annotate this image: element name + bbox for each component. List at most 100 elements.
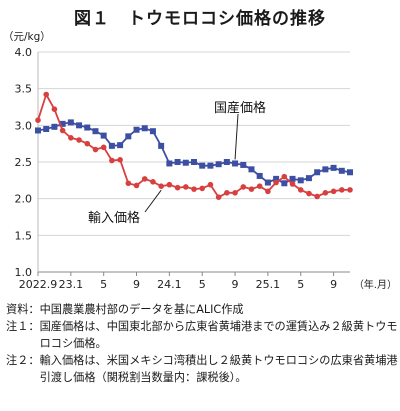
data-point: [232, 190, 238, 196]
axes: 1.0 1.5 2.0 2.5 3.0 3.5 4.0 2022.9 23.1 5 9 24.1 5 9 2…: [15, 46, 398, 291]
data-point: [256, 172, 263, 179]
x-tick-label: 9: [232, 278, 239, 291]
data-point: [264, 179, 271, 186]
data-point: [338, 167, 345, 174]
data-point: [199, 185, 206, 192]
data-point: [182, 159, 189, 166]
data-point: [108, 142, 115, 149]
data-point: [338, 187, 345, 193]
data-point: [133, 126, 140, 133]
data-point: [100, 144, 107, 151]
y-tick-label: 3.0: [15, 119, 33, 132]
data-point: [158, 142, 165, 149]
data-point: [125, 180, 132, 187]
data-point: [149, 128, 156, 135]
data-point: [223, 159, 230, 165]
line-chart: 1.0 1.5 2.0 2.5 3.0 3.5 4.0 2022.9 23.1 5 9 24.1 5 9 2…: [15, 46, 398, 291]
data-point: [133, 182, 140, 189]
data-point: [215, 161, 222, 168]
data-point: [43, 126, 50, 132]
data-point: [174, 184, 181, 191]
y-tick-label: 2.0: [15, 193, 33, 206]
data-point: [199, 162, 206, 169]
data-point: [67, 119, 74, 126]
x-tick-label: 24.1: [157, 278, 182, 291]
note-label: 注１：: [6, 320, 40, 333]
y-axis-unit-label: （元/kg）: [3, 31, 51, 43]
note-label: 資料：: [6, 303, 40, 316]
data-point: [224, 190, 230, 196]
data-point: [281, 173, 288, 180]
series-domestic: [35, 119, 353, 187]
data-point: [330, 164, 337, 171]
data-point: [166, 181, 173, 188]
y-tick-label: 1.5: [15, 229, 33, 242]
data-point: [207, 181, 214, 188]
data-point: [215, 194, 222, 200]
data-point: [248, 186, 255, 192]
data-point: [68, 135, 74, 141]
data-point: [125, 133, 132, 140]
series-import: [35, 91, 353, 200]
data-point: [84, 140, 91, 147]
y-tick-label: 3.5: [15, 83, 33, 96]
x-tick-label: 2022.9: [19, 278, 58, 291]
note-text: 国産価格は、中国東北部から広東省黄埔港までの運賃込み２級黄トウモロコシ価格。: [39, 320, 398, 350]
note-text: 輸入価格は、米国メキシコ湾積出し２級黄トウモロコシの広東省黄埔港引渡し価格（関税…: [39, 354, 398, 384]
data-point: [273, 179, 279, 186]
series-line: [37, 121, 351, 185]
y-tick-label: 2.5: [15, 156, 33, 169]
data-point: [166, 160, 173, 167]
data-point: [256, 183, 263, 189]
x-tick-label: 5: [100, 278, 107, 291]
data-point: [240, 161, 247, 168]
data-point: [248, 166, 255, 173]
data-point: [322, 190, 329, 196]
data-point: [182, 184, 189, 190]
x-tick-label: 9: [330, 278, 337, 291]
y-tick-label: 4.0: [15, 46, 33, 59]
series-label-leader: [234, 113, 239, 160]
data-point: [314, 169, 321, 176]
x-tick-label: 5: [199, 278, 206, 291]
data-point: [76, 122, 83, 129]
series-label-import: 輸入価格: [88, 210, 140, 226]
data-point: [92, 146, 99, 153]
data-point: [100, 132, 107, 139]
data-point: [347, 187, 353, 193]
data-point: [305, 175, 312, 182]
chart-title: 図１ トウモロコシ価格の推移: [74, 9, 326, 29]
data-point: [314, 193, 320, 200]
y-tick-label: 1.0: [15, 266, 33, 279]
data-point: [51, 123, 58, 130]
data-point: [43, 91, 50, 98]
data-point: [306, 190, 312, 197]
note-1: 注１： 国産価格は、中国東北部から広東省黄埔港までの運賃込み２級黄トウモロコシ価…: [6, 318, 398, 352]
data-point: [141, 176, 148, 182]
data-point: [289, 181, 296, 187]
data-point: [191, 159, 197, 165]
data-point: [76, 137, 82, 143]
data-point: [117, 142, 124, 149]
data-point: [92, 128, 99, 135]
data-point: [289, 175, 296, 182]
x-tick-label: 9: [133, 278, 140, 291]
source-note: 資料： 中国農業農村部のデータを基にALIC作成: [6, 301, 398, 318]
x-axis-label: （年.月）: [354, 278, 397, 291]
data-point: [281, 180, 288, 187]
data-point: [59, 120, 66, 127]
x-tick-label: 25.1: [256, 278, 281, 291]
footnotes: 資料： 中国農業農村部のデータを基にALIC作成 注１： 国産価格は、中国東北部…: [6, 301, 398, 386]
data-point: [322, 166, 329, 173]
data-point: [191, 186, 197, 192]
data-point: [297, 187, 304, 193]
series-label-leader: [144, 189, 162, 213]
series-label-domestic: 国産価格: [214, 100, 266, 116]
data-point: [265, 188, 271, 195]
data-point: [297, 177, 304, 184]
note-text: 中国農業農村部のデータを基にALIC作成: [39, 303, 244, 316]
data-point: [150, 179, 156, 185]
x-tick-label: 5: [297, 278, 304, 291]
data-point: [109, 157, 115, 164]
